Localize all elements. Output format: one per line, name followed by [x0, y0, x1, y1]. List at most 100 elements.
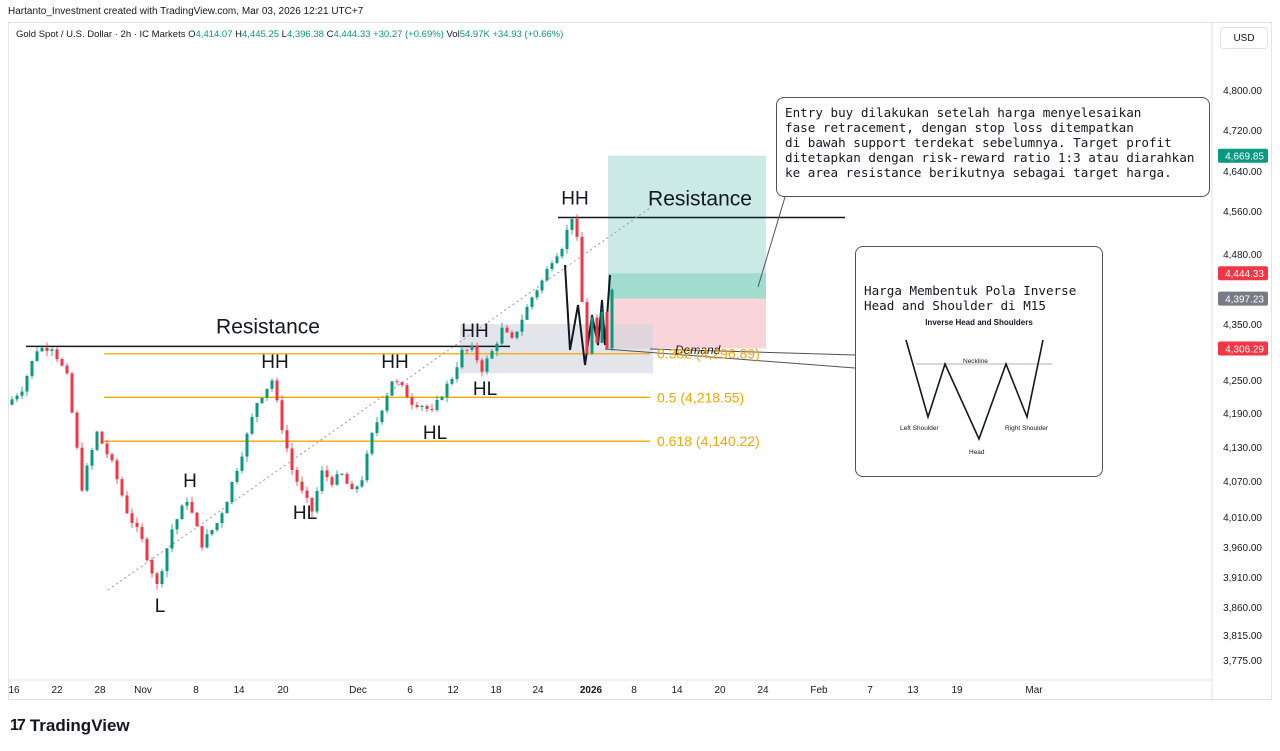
candle-body	[40, 347, 44, 352]
candle-body	[525, 306, 529, 320]
swing-label-h-1: H	[183, 471, 197, 492]
candle-body	[315, 491, 319, 512]
candle-body	[25, 376, 29, 392]
x-tick-label: 16	[8, 685, 20, 696]
candle-body	[610, 289, 614, 349]
candle-body	[325, 470, 329, 478]
candle-body	[510, 332, 514, 338]
candle-body	[250, 416, 254, 434]
price-tag-label: 4,306.29	[1225, 344, 1264, 355]
candle-body	[540, 280, 544, 291]
candle-body	[155, 573, 159, 585]
x-tick-label: 8	[193, 685, 199, 696]
candle-body	[585, 301, 589, 354]
swing-label-hh-2: HH	[261, 352, 288, 373]
candle-body	[390, 381, 394, 396]
price-tag-label: 4,669.85	[1225, 152, 1264, 163]
swing-label-hh-6: HH	[461, 321, 488, 342]
swing-label-hh-8: HH	[561, 188, 588, 209]
y-tick-label: 3,910.00	[1223, 573, 1262, 584]
candle-body	[235, 470, 239, 482]
fib-label-1: 0.5 (4,218.55)	[657, 389, 744, 405]
pattern-note-pointer-1	[649, 348, 856, 356]
candle-body	[90, 449, 94, 466]
y-tick-label: 4,010.00	[1223, 513, 1262, 524]
candle-body	[305, 490, 309, 498]
candle-body	[290, 448, 294, 470]
candle-body	[545, 268, 549, 281]
candle-body	[165, 548, 169, 572]
change-value: +30.27 (+0.69%)	[373, 29, 444, 40]
candle-body	[570, 218, 574, 230]
candle-body	[560, 249, 564, 257]
candle-body	[120, 479, 124, 496]
trend-line	[107, 207, 651, 591]
candle-body	[490, 351, 494, 359]
y-tick-label: 4,560.00	[1223, 207, 1262, 218]
y-tick-label: 4,800.00	[1223, 86, 1262, 97]
y-tick-label: 4,250.00	[1223, 376, 1262, 387]
candle-body	[145, 538, 149, 560]
low-value: 4,396.38	[286, 29, 324, 40]
candle-body	[360, 480, 364, 487]
candle-body	[180, 505, 184, 520]
candle-body	[15, 395, 19, 400]
y-tick-label: 4,480.00	[1223, 250, 1262, 261]
x-tick-label: 22	[51, 685, 63, 696]
x-tick-label: 13	[907, 685, 919, 696]
x-tick-label: 12	[447, 685, 459, 696]
candle-body	[275, 380, 279, 401]
price-tag-bg	[1218, 148, 1268, 163]
y-tick-label: 3,775.00	[1223, 656, 1262, 667]
candle-body	[365, 453, 369, 481]
candle-body	[565, 229, 569, 250]
volume-change: +34.93 (+0.66%)	[492, 29, 564, 40]
candle-body	[480, 360, 484, 372]
candle-body	[455, 367, 459, 379]
resistance-label-1: Resistance	[216, 315, 320, 338]
candle-body	[420, 405, 424, 408]
price-tag-bg	[1218, 291, 1268, 306]
candle-body	[30, 361, 34, 377]
candle-body	[35, 351, 39, 362]
candle-body	[200, 526, 204, 548]
candle-body	[285, 430, 289, 449]
candle-body	[260, 397, 264, 404]
candle-body	[370, 433, 374, 454]
currency-button[interactable]: USD	[1220, 27, 1268, 49]
symbol-name: Gold Spot / U.S. Dollar · 2h · IC Market…	[16, 29, 186, 40]
demand-zone	[460, 324, 653, 374]
candle-body	[440, 396, 444, 400]
candle-body	[265, 388, 269, 398]
x-tick-label: Nov	[134, 685, 152, 696]
candle-body	[470, 345, 474, 350]
candle-body	[355, 486, 359, 490]
entry-note: Entry buy dilakukan setelah harga menyel…	[776, 97, 1210, 197]
candle-body	[410, 397, 414, 405]
candle-body	[340, 473, 344, 475]
candle-body	[330, 477, 334, 485]
target-zone	[608, 155, 766, 274]
candle-body	[170, 529, 174, 549]
candle-body	[465, 349, 469, 351]
candle-body	[320, 470, 324, 492]
x-tick-label: 20	[277, 685, 289, 696]
candle-body	[205, 534, 209, 548]
y-tick-label: 4,640.00	[1223, 167, 1262, 178]
candle-body	[600, 311, 604, 343]
tradingview-logo: 17 TradingView	[10, 716, 130, 736]
x-tick-label: Dec	[349, 685, 367, 696]
ihs-left-shoulder-label: Left Shoulder	[900, 425, 939, 432]
x-tick-label: 14	[233, 685, 245, 696]
fib-label-2: 0.618 (4,140.22)	[657, 433, 760, 449]
candle-body	[505, 327, 509, 333]
candle-body	[45, 347, 49, 351]
candle-body	[190, 501, 194, 513]
candle-body	[160, 571, 164, 585]
candle-body	[70, 373, 74, 413]
candle-body	[425, 405, 429, 409]
candle-body	[95, 431, 99, 450]
candle-body	[375, 422, 379, 434]
swing-label-hl-5: HL	[423, 423, 447, 444]
